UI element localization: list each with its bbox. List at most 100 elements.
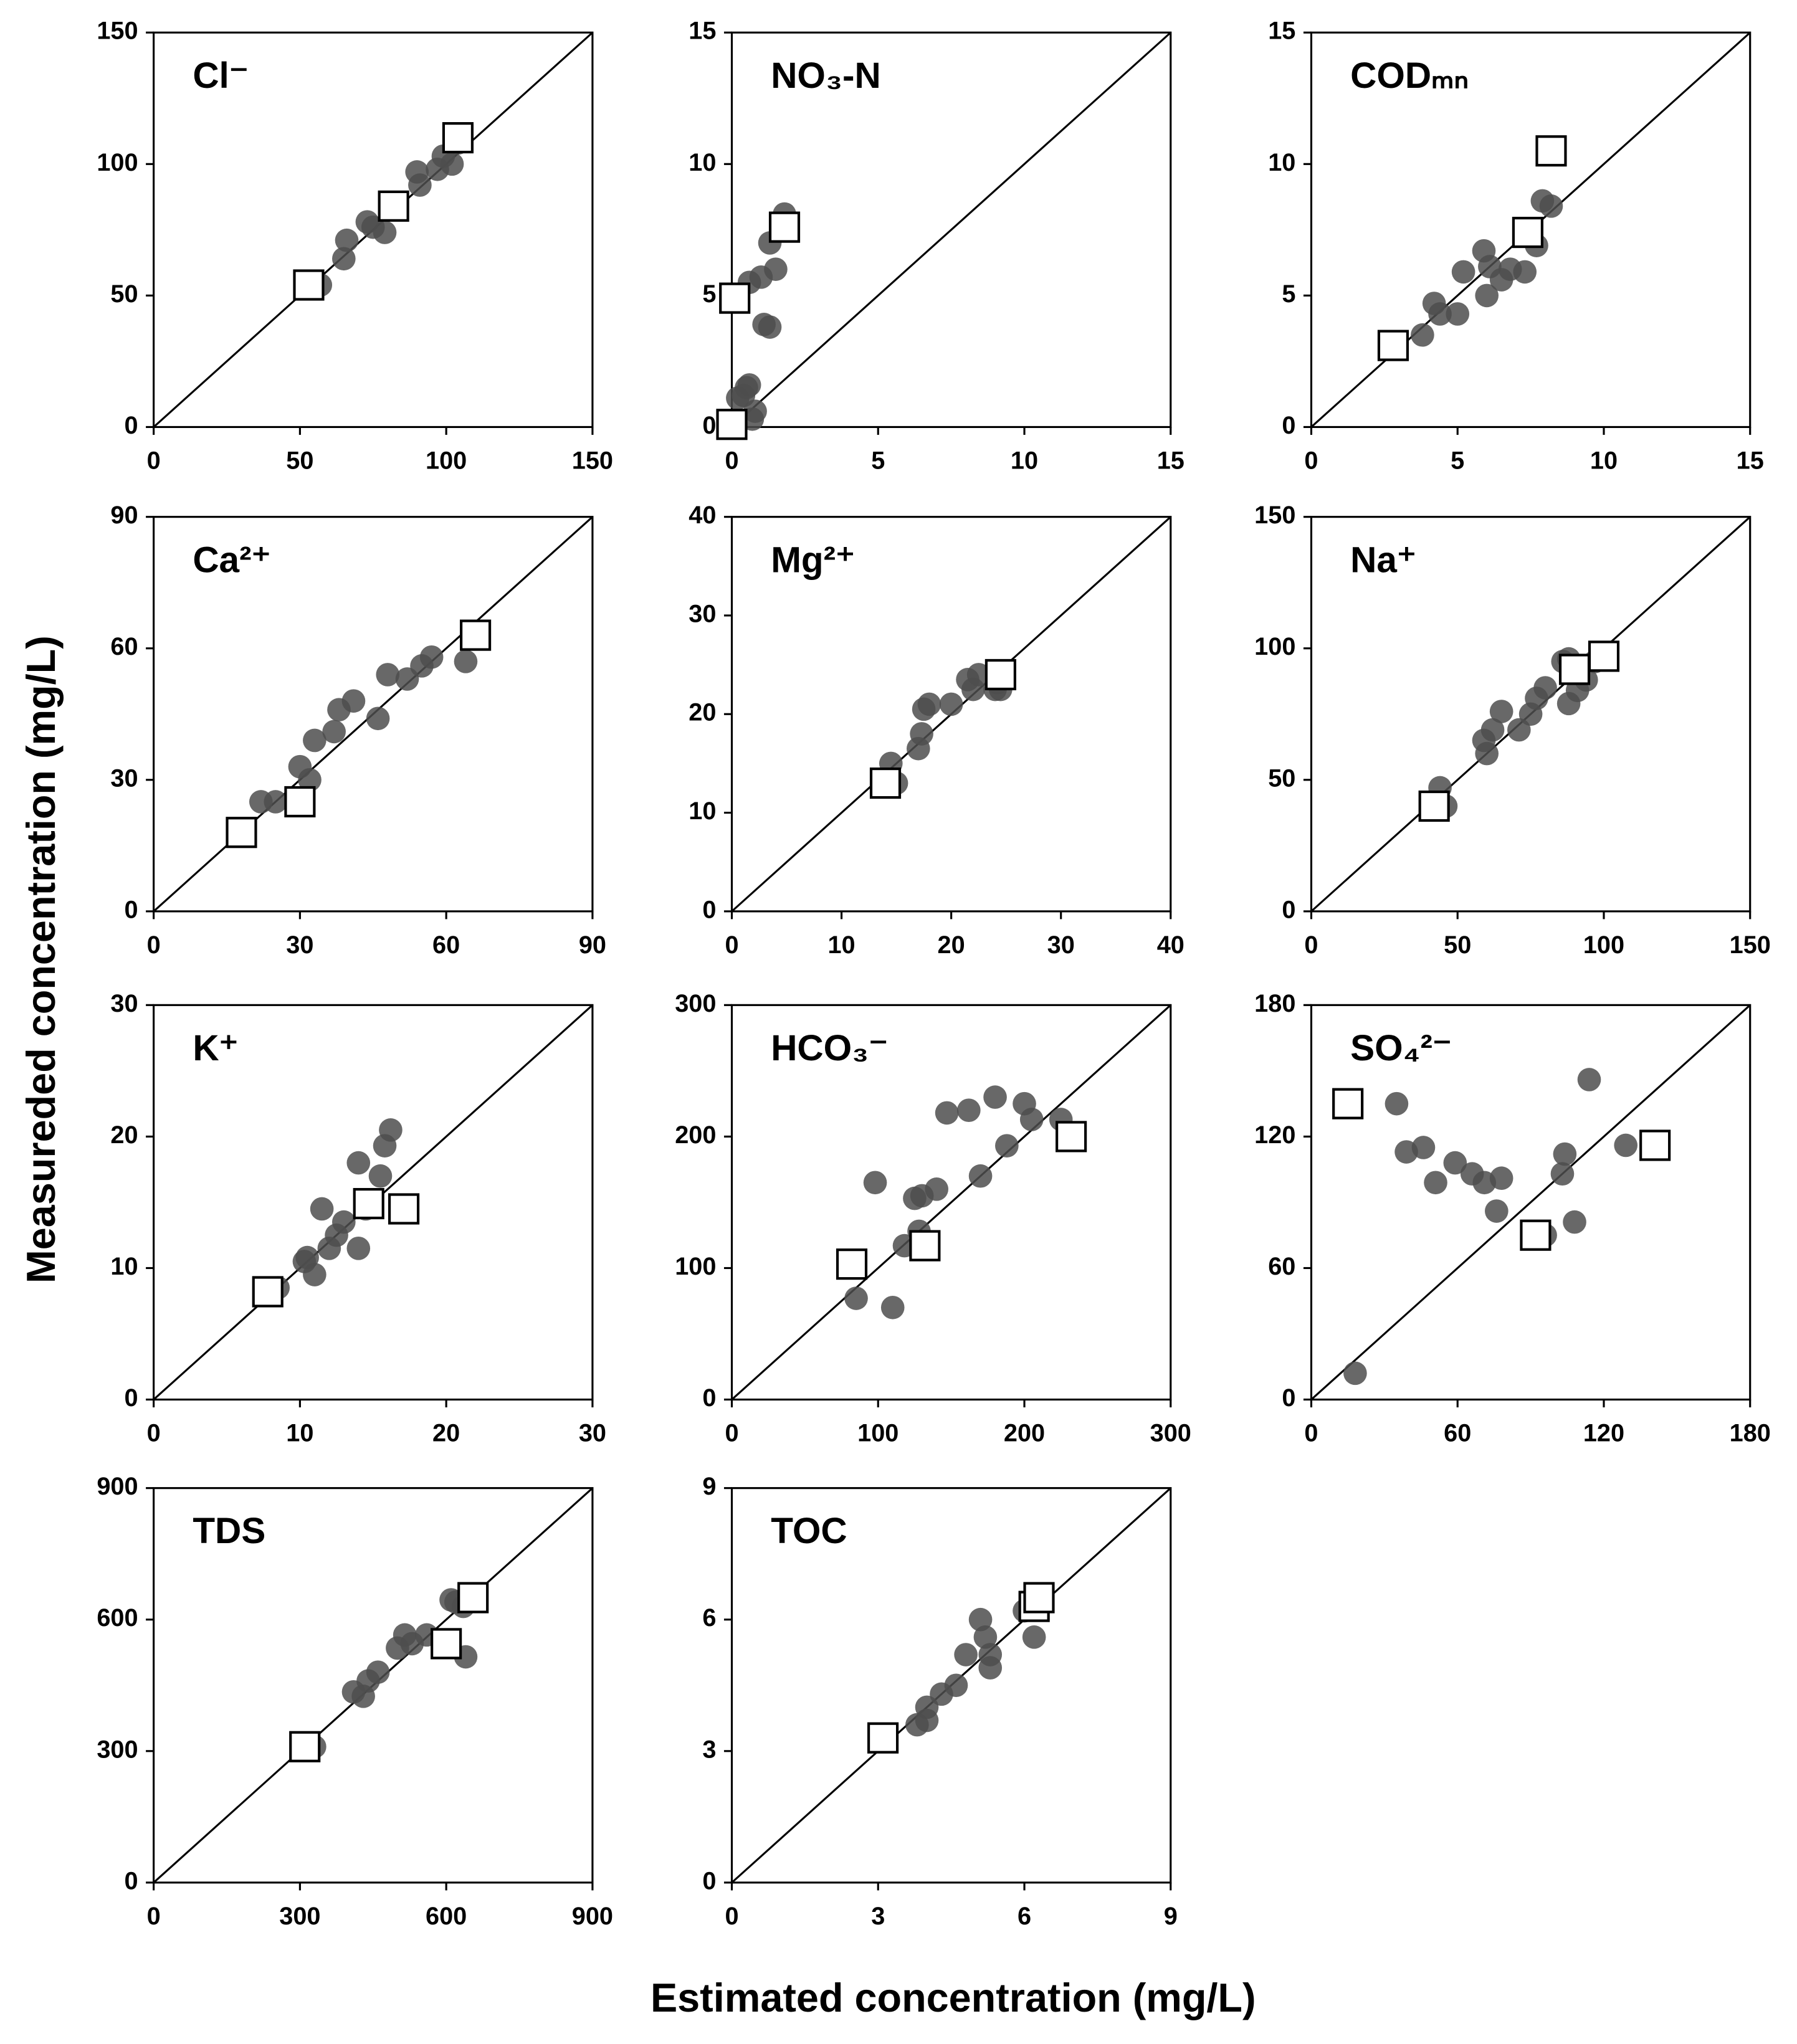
circle-point <box>1411 1136 1436 1159</box>
y-tick-label: 15 <box>1268 17 1295 45</box>
x-tick-label: 10 <box>827 931 855 959</box>
x-tick-label: 60 <box>1444 1419 1471 1447</box>
x-tick-label: 0 <box>1304 447 1318 474</box>
y-tick-label: 0 <box>702 412 716 439</box>
x-tick-label: 0 <box>1304 1419 1318 1447</box>
x-tick-label: 0 <box>1304 931 1318 959</box>
x-tick-label: 0 <box>147 1419 161 1447</box>
plot-frame <box>730 1004 1172 1401</box>
circle-point <box>758 315 782 339</box>
x-tick-label: 100 <box>1583 931 1624 959</box>
circle-point <box>408 173 432 197</box>
square-point <box>378 190 409 222</box>
y-tick-label: 10 <box>110 1253 138 1280</box>
circle-point <box>1489 1166 1513 1191</box>
y-tick-label: 0 <box>124 412 138 439</box>
circle-point <box>1563 1210 1586 1234</box>
circle-point <box>1614 1133 1638 1157</box>
circle-point <box>419 645 444 669</box>
x-tick-label: 0 <box>725 931 738 959</box>
identity-line <box>731 1004 1171 1400</box>
x-tick-label: 10 <box>1590 447 1618 474</box>
y-tick-label: 300 <box>675 990 716 1017</box>
circle-point <box>341 689 366 713</box>
x-tick-label: 10 <box>1011 447 1038 474</box>
y-tick-label: 0 <box>124 1867 138 1894</box>
x-tick-label: 15 <box>1737 447 1764 474</box>
panel: 0 5 10 15 0 5 10 15 CODₘₙ <box>1268 17 1764 475</box>
x-tick-label: 200 <box>1004 1419 1045 1447</box>
panel: 0 30 60 90 0 30 60 90 Ca²⁺ <box>110 501 606 959</box>
circle-point <box>332 1210 356 1234</box>
circle-point <box>1411 323 1434 347</box>
y-tick-label: 15 <box>689 17 716 45</box>
x-axis-label: Estimated concentration (mg/L) <box>651 1975 1256 2020</box>
x-tick-label: 0 <box>147 931 161 959</box>
circle-point <box>368 1164 393 1188</box>
circle-point <box>1446 302 1470 326</box>
y-tick-label: 100 <box>1254 633 1295 660</box>
plot-frame <box>153 31 594 429</box>
circle-point <box>910 722 933 746</box>
x-tick-label: 150 <box>572 447 613 474</box>
panel: 0 50 100 150 0 50 100 150 Cl⁻ <box>97 17 613 475</box>
circle-point <box>1019 1108 1044 1131</box>
y-tick-label: 10 <box>689 797 716 825</box>
y-tick-label: 30 <box>689 600 716 627</box>
square-point <box>388 1193 420 1225</box>
y-tick-label: 20 <box>110 1121 138 1149</box>
square-point <box>1588 640 1620 672</box>
square-point <box>1639 1129 1671 1161</box>
square-point <box>1377 330 1409 361</box>
x-tick-label: 5 <box>1451 447 1464 474</box>
x-tick-label: 40 <box>1157 931 1184 959</box>
square-point <box>460 619 492 651</box>
y-tick-label: 0 <box>702 896 716 923</box>
square-point <box>1056 1121 1087 1153</box>
circle-point <box>366 1660 390 1684</box>
y-tick-label: 40 <box>689 501 716 529</box>
circle-point <box>917 692 941 716</box>
panel: 0 5 10 15 0 5 10 15 NO₃-N <box>689 17 1184 475</box>
circle-point <box>956 1098 981 1122</box>
circle-point <box>968 1164 993 1188</box>
plot-frame <box>1310 1004 1752 1401</box>
plot-frame <box>1310 516 1752 913</box>
panel-title: CODₘₙ <box>1350 55 1469 96</box>
square-point <box>226 817 257 848</box>
square-point <box>1558 654 1591 685</box>
x-tick-label: 600 <box>426 1903 467 1930</box>
x-tick-label: 90 <box>579 931 606 959</box>
x-tick-label: 15 <box>1157 447 1184 474</box>
circle-point <box>1475 283 1499 308</box>
plot-frame <box>153 1004 594 1401</box>
circle-point <box>1385 1091 1409 1116</box>
plot-frame <box>730 31 1172 429</box>
circle-point <box>1553 1142 1577 1166</box>
y-tick-label: 150 <box>1254 501 1295 529</box>
identity-line <box>731 32 1171 428</box>
y-tick-label: 50 <box>1268 764 1295 792</box>
x-tick-label: 100 <box>426 447 467 474</box>
x-tick-label: 30 <box>1047 931 1075 959</box>
y-tick-label: 30 <box>110 990 138 1017</box>
circle-point <box>880 1295 905 1319</box>
circle-point <box>373 221 397 244</box>
circle-point <box>366 706 390 731</box>
panel: 0 300 600 900 0 300 600 900 TDS <box>97 1473 613 1930</box>
square-point <box>1023 1582 1055 1614</box>
y-tick-label: 0 <box>702 1867 716 1894</box>
x-tick-label: 9 <box>1164 1903 1178 1930</box>
panel: 0 10 20 30 0 10 20 30 K⁺ <box>110 990 606 1447</box>
square-point <box>252 1276 284 1308</box>
circle-point <box>939 692 963 716</box>
circle-point <box>303 728 327 753</box>
plot-frame <box>153 1487 594 1884</box>
plot-frame <box>153 516 594 913</box>
circle-point <box>322 720 346 744</box>
y-tick-label: 0 <box>1282 412 1295 439</box>
y-tick-label: 90 <box>110 501 138 529</box>
y-tick-label: 120 <box>1254 1121 1295 1149</box>
y-tick-label: 0 <box>702 1384 716 1412</box>
